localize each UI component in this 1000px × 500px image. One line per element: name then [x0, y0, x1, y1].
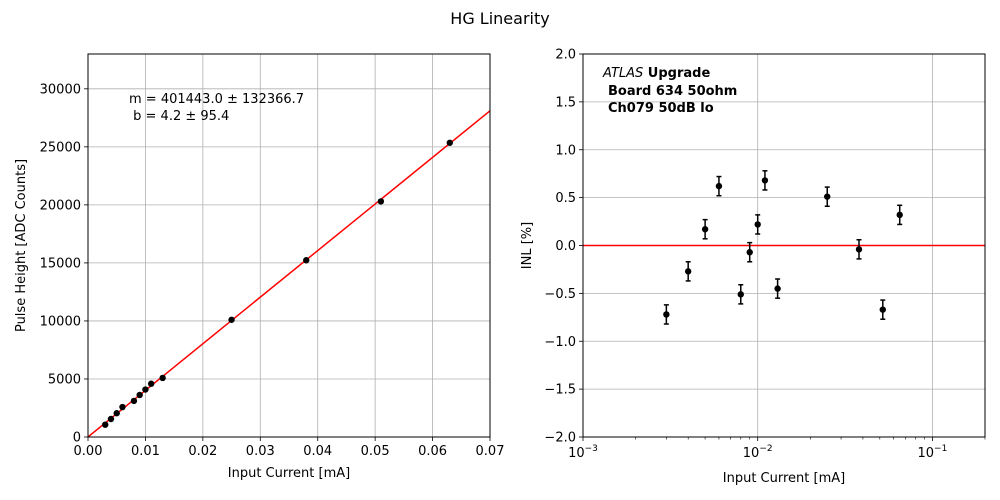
data-point [159, 374, 166, 382]
inl-y-ticks: −2.0 −1.5 −1.0 −0.5 0.0 0.5 1.0 1.5 2.0 [544, 48, 583, 446]
y-tick-label: −2.0 [544, 431, 576, 446]
data-point [130, 397, 138, 405]
y-tick-label: 0.5 [555, 191, 576, 206]
data-point [879, 306, 886, 313]
data-point [377, 198, 385, 205]
data-point [303, 257, 310, 264]
data-point [746, 249, 753, 256]
inl-x-axis-label: Input Current [mA] [723, 471, 845, 486]
fit-slope-annotation: m = 401443.0 ± 132366.7 [129, 92, 304, 107]
data-point [136, 391, 143, 399]
x-tick-label: 0.00 [74, 444, 103, 459]
data-point [701, 226, 709, 233]
board-label: Board 634 50ohm [608, 84, 737, 99]
data-point [684, 268, 692, 275]
data-point [113, 410, 120, 417]
y-tick-label: 15000 [40, 256, 81, 271]
inl-y-axis-label: INL [%] [520, 222, 535, 269]
x-tick-label: 0.06 [418, 444, 447, 459]
data-point [663, 311, 670, 318]
x-tick-label: 0.01 [131, 444, 160, 459]
linearity-y-ticks: 0 5000 10000 15000 20000 25000 30000 [40, 82, 88, 446]
figure-title: HG Linearity [450, 9, 549, 28]
atlas-word: ATLAS [602, 66, 643, 81]
data-point [896, 211, 903, 219]
channel-label: Ch079 50dB lo [608, 101, 714, 116]
linearity-x-axis-label: Input Current [mA] [228, 466, 350, 481]
x-tick-label: 10−3 [568, 444, 598, 461]
y-tick-label: 20000 [40, 198, 81, 213]
inl-marks [583, 170, 985, 325]
linearity-marks [87, 110, 491, 438]
y-tick-label: 0 [73, 431, 81, 446]
data-point [824, 193, 831, 200]
y-tick-label: −1.5 [544, 383, 576, 398]
data-point [107, 415, 115, 423]
x-tick-label: 0.03 [246, 444, 275, 459]
y-tick-label: 5000 [48, 372, 81, 387]
upgrade-word: Upgrade [643, 66, 710, 81]
atlas-label: ATLAS Upgrade [602, 66, 710, 81]
data-point [147, 380, 155, 387]
y-tick-label: 25000 [40, 140, 81, 155]
data-point [715, 182, 723, 190]
x-tick-label: 10−2 [743, 444, 773, 461]
linearity-x-ticks: 0.00 0.01 0.02 0.03 0.04 0.05 0.06 0.07 [74, 437, 505, 459]
data-point [855, 246, 863, 253]
x-tick-label: 0.05 [361, 444, 390, 459]
y-tick-label: 10000 [40, 314, 81, 329]
y-tick-label: 0.0 [555, 239, 576, 254]
y-tick-label: −0.5 [544, 287, 576, 302]
data-point [102, 421, 109, 428]
x-tick-label: 10−1 [917, 444, 947, 461]
y-tick-label: 30000 [40, 82, 81, 97]
linearity-y-axis-label: Pulse Height [ADC Counts] [14, 159, 29, 332]
inl-x-ticks: 10−3 10−2 10−1 [568, 437, 986, 461]
y-tick-label: 1.0 [555, 143, 576, 158]
data-point [774, 285, 781, 292]
y-tick-label: −1.0 [544, 335, 576, 350]
fit-line [87, 110, 491, 438]
data-point [446, 139, 453, 146]
y-tick-label: 1.5 [555, 95, 576, 110]
data-point [761, 177, 769, 184]
data-point [119, 403, 126, 411]
data-point [737, 291, 744, 298]
inl-panel: 10−3 10−2 10−1 −2.0 −1.5 −1.0 −0.5 0.0 0.5 1.0 1.… [520, 48, 986, 486]
fit-intercept-annotation: b = 4.2 ± 95.4 [129, 109, 229, 124]
linearity-frame [87, 53, 491, 438]
x-tick-label: 0.02 [188, 444, 217, 459]
x-tick-label: 0.07 [476, 444, 505, 459]
data-point [142, 386, 149, 393]
y-tick-label: 2.0 [555, 48, 576, 63]
data-point [228, 316, 235, 323]
linearity-panel: 0.00 0.01 0.02 0.03 0.04 0.05 0.06 0.07 0 5000 10… [14, 53, 505, 481]
data-point [754, 221, 761, 228]
x-tick-label: 0.04 [303, 444, 332, 459]
linearity-plot-area [88, 54, 490, 437]
